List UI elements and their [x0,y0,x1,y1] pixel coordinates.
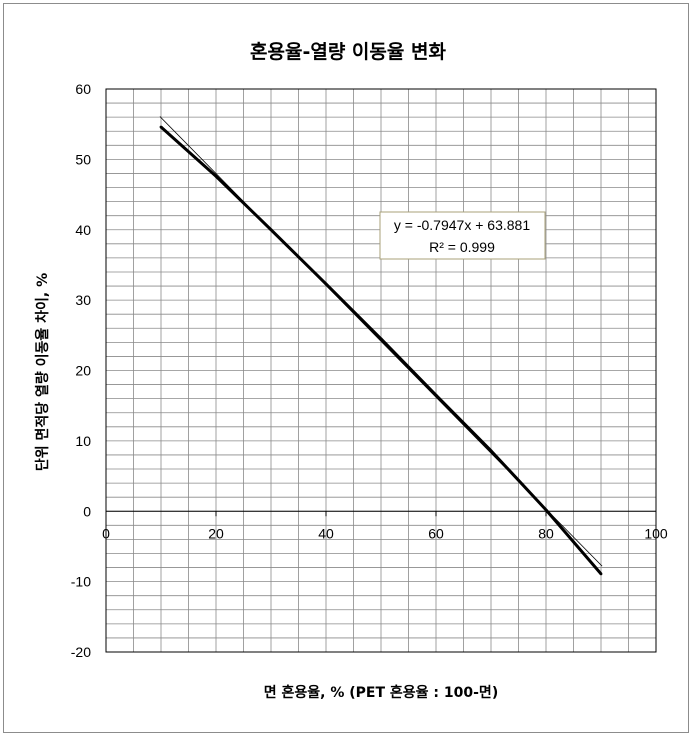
data-point [544,508,548,512]
trendline-r-squared: R² = 0.999 [429,239,495,255]
grid [106,89,656,652]
x-tick-label: 40 [318,525,334,541]
y-tick-label: 30 [75,292,91,308]
chart-title: 혼용율-열량 이동율 변화 [250,40,446,63]
y-tick-label: 20 [75,363,91,379]
x-tick-label: 60 [428,525,444,541]
data-point [489,449,493,453]
x-tick-label: 0 [102,525,110,541]
data-point [269,228,273,232]
y-tick-label: 10 [75,433,91,449]
trendline-label: y = -0.7947x + 63.881 R² = 0.999 [379,211,546,260]
y-tick-label: 60 [75,81,91,97]
y-tick-label: 50 [75,151,91,167]
trendline-equation: y = -0.7947x + 63.881 [394,217,530,233]
x-tick-label: 80 [538,525,554,541]
data-point [159,125,163,129]
y-tick-labels: 60 50 40 30 20 10 0 -10 -20 [71,81,91,660]
data-point [434,393,438,397]
x-tick-labels: 0 20 40 60 80 100 [102,511,668,541]
y-axis-title: 단위 면적당 열량 이동율 차이, % [34,273,51,471]
plot-area [105,88,657,653]
data-point [599,572,603,576]
data-point [214,174,218,178]
series-points [159,125,603,576]
chart-frame [3,3,689,733]
y-tick-label: 40 [75,222,91,238]
data-point [324,282,328,286]
x-axis-title: 면 혼용율, % (PET 혼용율 : 100-면) [264,684,498,701]
data-point [379,337,383,341]
y-tick-label: 0 [83,503,91,519]
x-tick-label: 20 [208,525,224,541]
y-tick-label: -10 [71,574,91,590]
y-tick-label: -20 [71,644,91,660]
x-tick-label: 100 [644,525,668,541]
trendline-label-box [379,211,546,260]
